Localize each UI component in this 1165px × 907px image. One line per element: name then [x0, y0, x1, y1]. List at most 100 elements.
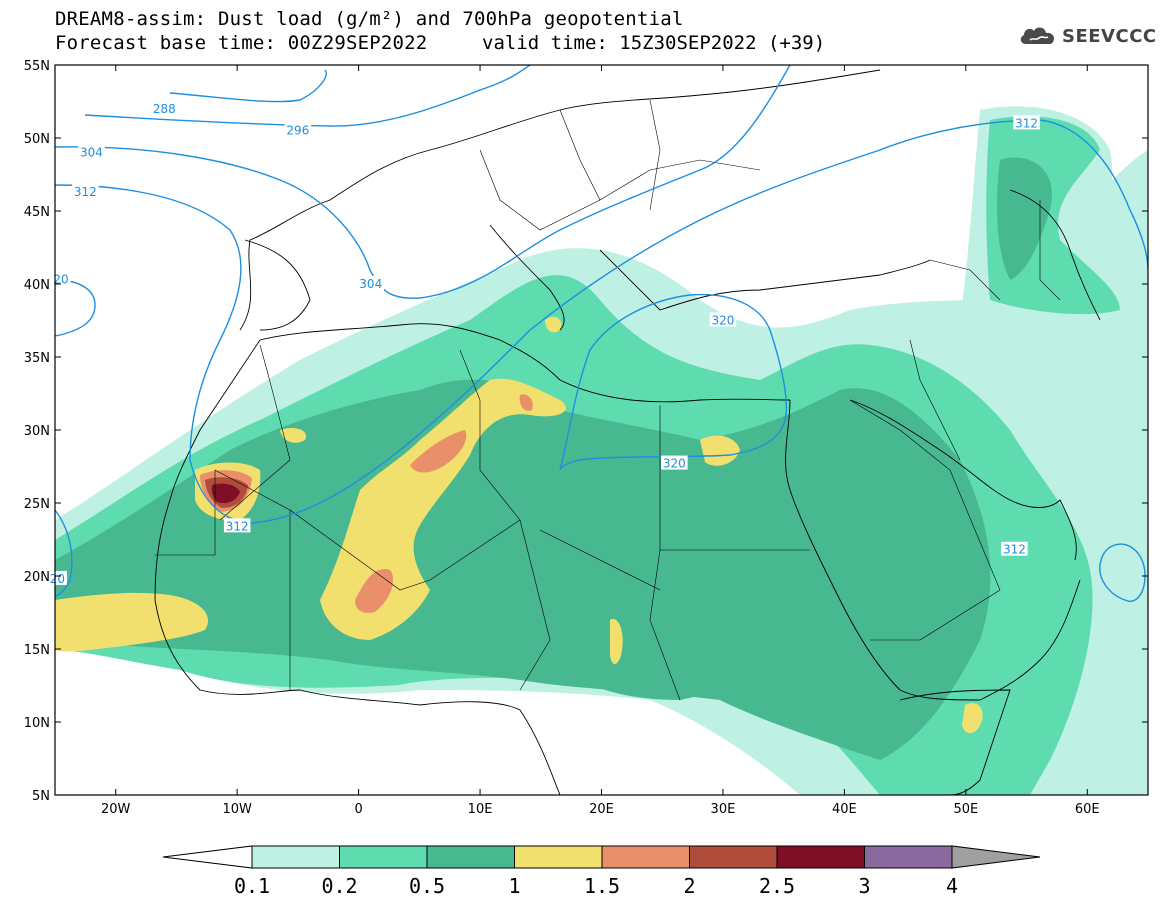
- lon-label: 40E: [832, 802, 857, 817]
- lon-label: 20E: [589, 802, 614, 817]
- lat-label: 50N: [24, 132, 50, 147]
- border-iran-iraq: [909, 339, 961, 461]
- coast-europe-africa: [239, 69, 881, 331]
- colorbar: 0.1 0.2 0.5 1 1.5 2 2.5 3 4: [162, 845, 1041, 898]
- lat-label: 10N: [24, 716, 50, 731]
- border-libya-chad: [539, 529, 661, 591]
- lon-label: 60E: [1075, 802, 1100, 817]
- dust-level-1-libya: [700, 435, 740, 466]
- coast-greece-turkey: [599, 249, 931, 311]
- logo-text: SEEVCCC: [1062, 25, 1157, 47]
- contour-label-bg: [357, 276, 385, 290]
- contour-label-bg: [1013, 115, 1040, 130]
- dust-level-0.5-south: [546, 566, 741, 700]
- dust-level-1.5-algeria-north: [410, 430, 467, 473]
- lon-label: 30E: [711, 802, 736, 817]
- coast-north-africa: [259, 323, 791, 403]
- colorbar-label: 1: [508, 874, 520, 898]
- lon-label: 0: [354, 802, 362, 817]
- border-kazakh: [1039, 200, 1061, 301]
- dust-fields: [55, 106, 1148, 795]
- border-algeria-libya: [459, 349, 521, 521]
- contour-288: [169, 69, 327, 103]
- lat-label: 15N: [24, 643, 50, 658]
- lon-label: 20W: [101, 802, 131, 817]
- dust-level-0.5: [55, 379, 991, 760]
- contour-labels: 288 296 304 312 304 20 320 320 312 312 312 20: [47, 100, 1040, 586]
- lat-label: 30N: [24, 424, 50, 439]
- colorbar-label: 0.1: [234, 874, 270, 898]
- coast-italy: [489, 224, 565, 331]
- coast-horn: [899, 689, 1011, 795]
- lat-label: 20N: [24, 570, 50, 585]
- lat-label: 35N: [24, 351, 50, 366]
- dust-level-0.5-caspian: [997, 157, 1052, 280]
- contour-312-south: [55, 509, 73, 597]
- lat-label: 45N: [24, 205, 50, 220]
- border-niger-chad: [519, 519, 551, 691]
- border-sudan-chad: [649, 549, 681, 701]
- colorbar-label: 2: [683, 874, 695, 898]
- dust-level-1-chad: [610, 619, 623, 665]
- contour-label: 312: [226, 519, 249, 533]
- coast-iberia: [244, 239, 311, 331]
- contour-312-arabian: [1099, 543, 1146, 602]
- border-caucasus: [929, 259, 1001, 301]
- colorbar-segment: [601, 845, 690, 869]
- axis-ticks: 55N 50N 45N 40N 35N 30N 25N 20N 15N 10N 5N 20W 10W 0 1…: [24, 59, 1148, 817]
- coast-arabia-gulf: [849, 399, 1077, 561]
- border-saudi: [849, 399, 1001, 641]
- border-morocco-algeria: [219, 344, 291, 521]
- colorbar-segment: [514, 845, 603, 869]
- border-europe-2: [559, 109, 601, 201]
- lat-label: 55N: [24, 59, 50, 74]
- lat-label: 5N: [32, 789, 50, 804]
- colorbar-segment: [864, 845, 953, 869]
- colorbar-segment: [339, 845, 428, 869]
- colorbar-label: 1.5: [584, 874, 620, 898]
- contour-label: 312: [1015, 116, 1038, 130]
- contour-label-bg: [709, 312, 737, 327]
- border-europe-3: [649, 99, 661, 211]
- colorbar-over-triangle: [951, 845, 1041, 869]
- colorbar-segment: [776, 845, 865, 869]
- colorbar-label: 0.5: [409, 874, 445, 898]
- contour-label: 304: [80, 146, 103, 160]
- contour-label: 320: [711, 314, 734, 328]
- contour-320: [559, 293, 788, 471]
- contour-label: 20: [53, 273, 68, 287]
- coast-levant-redsea: [785, 399, 1081, 701]
- colorbar-segment: [251, 845, 340, 869]
- valid-time: valid time: 15Z30SEP2022 (+39): [482, 32, 826, 54]
- colorbar-label: 4: [946, 874, 958, 898]
- dust-level-1-westafrica: [55, 592, 209, 652]
- lat-label: 25N: [24, 497, 50, 512]
- dust-level-1.5-algeria: [355, 569, 394, 613]
- colorbar-segment: [426, 845, 515, 869]
- contour-20-west: [55, 279, 96, 337]
- contour-label: 312: [74, 185, 97, 199]
- dust-level-1.5-libya: [519, 394, 533, 411]
- contour-label-bg: [661, 455, 688, 470]
- contour-label-bg: [151, 100, 178, 115]
- contour-label: 20: [50, 572, 65, 586]
- contour-304: [55, 65, 791, 299]
- contour-label-bg: [1001, 541, 1028, 556]
- contour-label-bg: [47, 570, 67, 585]
- coast-caspian: [1009, 189, 1101, 321]
- lon-label: 50E: [953, 802, 978, 817]
- contour-label-bg: [223, 518, 251, 533]
- dust-level-1-somalia: [962, 703, 983, 734]
- dust-level-1-tunisia: [545, 316, 562, 333]
- coast-gulf-guinea: [299, 689, 561, 795]
- contour-label-bg: [284, 122, 312, 137]
- contour-296: [84, 65, 531, 127]
- country-borders: [155, 99, 1061, 701]
- contour-label-bg: [51, 271, 71, 286]
- border-algeria-mali: [289, 509, 521, 591]
- contour-label: 312: [1003, 543, 1026, 557]
- lon-label: 10E: [468, 802, 493, 817]
- cloud-icon: [1020, 27, 1055, 44]
- contour-label: 304: [359, 277, 382, 291]
